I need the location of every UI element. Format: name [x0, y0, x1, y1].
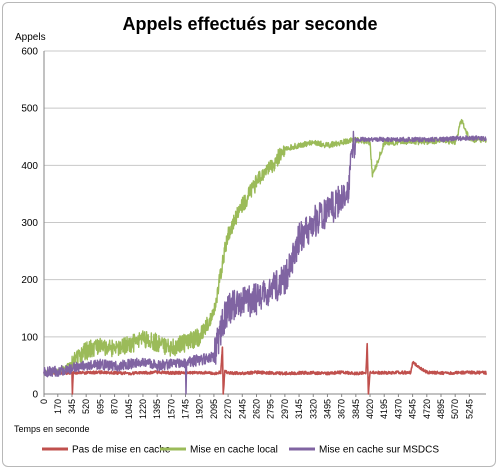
x-ticks: 0 170 345 520 695 870 1045 1220 1395 1570 1745 1920…: [39, 394, 474, 419]
x-tick-label: 4720: [422, 399, 432, 419]
x-tick-label: 3145: [294, 399, 304, 419]
x-tick-label: 345: [67, 399, 77, 414]
chart-frame: [2, 2, 496, 467]
y-tick-label: 100: [21, 332, 38, 343]
y-axis-label: Appels: [15, 32, 46, 43]
x-tick-label: 2970: [280, 399, 290, 419]
x-tick-label: 870: [110, 399, 120, 414]
y-tick-label: 500: [21, 104, 38, 115]
y-tick-label: 0: [32, 390, 38, 401]
legend-label: Pas de mise en cache: [72, 445, 171, 456]
x-tick-label: 5245: [464, 399, 474, 419]
x-tick-label: 1220: [138, 399, 148, 419]
x-tick-label: 4545: [408, 399, 418, 419]
y-tick-label: 600: [21, 47, 38, 58]
x-tick-label: 0: [39, 399, 49, 404]
series-local-cache-line: [43, 118, 487, 375]
x-tick-label: 1745: [181, 399, 191, 419]
x-tick-label: 3320: [308, 399, 318, 419]
legend-label: Mise en cache local: [190, 445, 278, 456]
plot-area: [43, 118, 487, 395]
x-tick-label: 1395: [152, 399, 162, 419]
x-tick-label: 2095: [209, 399, 219, 419]
x-tick-label: 1920: [195, 399, 205, 419]
x-tick-label: 3670: [337, 399, 347, 419]
x-tick-label: 5070: [450, 399, 460, 419]
y-tick-label: 400: [21, 161, 38, 172]
x-tick-label: 4370: [393, 399, 403, 419]
x-tick-label: 1570: [166, 399, 176, 419]
series-msdcs-cache-line: [43, 130, 487, 395]
legend: Pas de mise en cache Mise en cache local M…: [42, 445, 439, 456]
x-tick-label: 2620: [251, 399, 261, 419]
x-axis-label: Temps en seconde: [14, 424, 90, 434]
legend-label: Mise en cache sur MSDCS: [319, 445, 439, 456]
y-ticks: 0 100 200 300 400 500 600: [21, 47, 38, 401]
x-tick-label: 695: [95, 399, 105, 414]
y-tick-label: 200: [21, 275, 38, 286]
x-tick-label: 3495: [322, 399, 332, 419]
x-tick-label: 4895: [436, 399, 446, 419]
x-tick-label: 2445: [237, 399, 247, 419]
x-tick-label: 1045: [124, 399, 134, 419]
x-tick-label: 4195: [379, 399, 389, 419]
x-tick-label: 520: [81, 399, 91, 414]
chart-title: Appels effectués par seconde: [122, 14, 377, 34]
x-tick-label: 2270: [223, 399, 233, 419]
x-tick-label: 2795: [266, 399, 276, 419]
x-tick-label: 3845: [351, 399, 361, 419]
y-tick-label: 300: [21, 218, 38, 229]
x-tick-label: 4020: [365, 399, 375, 419]
x-tick-label: 170: [53, 399, 63, 414]
series-no-cache-line: [43, 342, 487, 395]
